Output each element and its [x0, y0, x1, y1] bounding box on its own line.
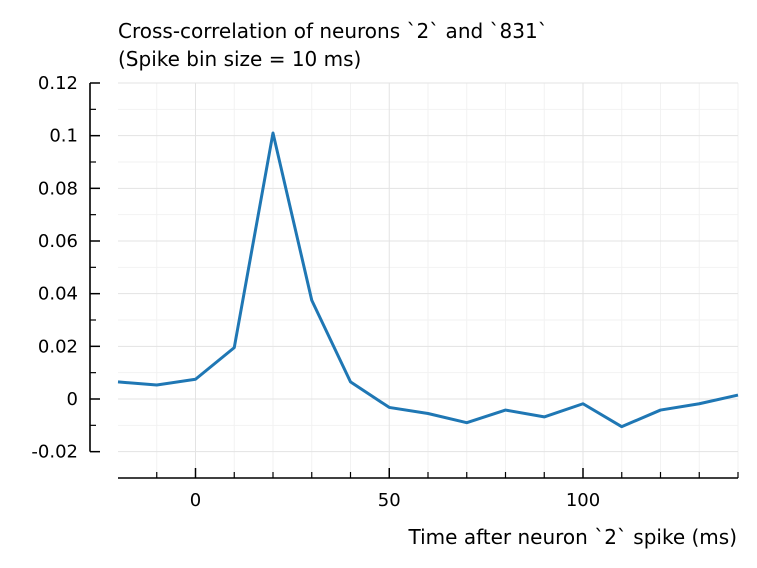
series-line	[117, 131, 739, 429]
y-tick-label: 0	[67, 389, 78, 410]
chart-subtitle: (Spike bin size = 10 ms)	[118, 47, 361, 71]
tick-marks	[90, 82, 739, 478]
chart-title: Cross-correlation of neurons `2` and `83…	[118, 19, 548, 43]
x-axis-label: Time after neuron `2` spike (ms)	[408, 525, 737, 549]
y-tick-label: 0.12	[38, 73, 78, 94]
plot-series	[117, 131, 739, 429]
y-tick-label: 0.06	[38, 231, 78, 252]
minor-gridlines	[118, 83, 739, 479]
y-tick-label: 0.04	[38, 284, 78, 305]
tick-labels: -0.02 0 0.02 0.04 0.06 0.08 0.1 0.12 0 50 100	[31, 73, 600, 511]
y-tick-label: 0.1	[49, 126, 78, 147]
y-tick-label: 0.08	[38, 178, 78, 199]
x-tick-label: 0	[190, 490, 201, 511]
y-tick-label: 0.02	[38, 336, 78, 357]
x-tick-label: 100	[566, 490, 600, 511]
y-tick-label: -0.02	[31, 442, 78, 463]
x-tick-label: 50	[378, 490, 401, 511]
major-gridlines	[118, 82, 738, 478]
